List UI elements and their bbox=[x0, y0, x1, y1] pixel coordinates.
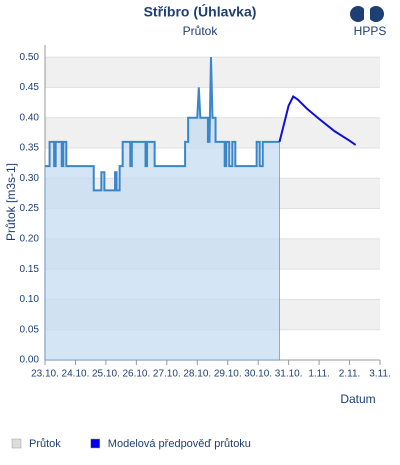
y-tick-label: 0.05 bbox=[20, 324, 40, 335]
logo-text: HPPS bbox=[354, 24, 387, 38]
y-tick-label: 0.30 bbox=[20, 173, 40, 184]
x-tick-label: 28.10. bbox=[183, 369, 211, 380]
line bbox=[45, 57, 280, 192]
y-tick-label: 0.35 bbox=[20, 143, 40, 154]
x-tick-label: 29.10. bbox=[214, 369, 242, 380]
x-tick-label: 27.10. bbox=[153, 369, 181, 380]
x-tick-label: 23.10. bbox=[31, 369, 59, 380]
line bbox=[278, 95, 357, 146]
y-tick-label: 0.20 bbox=[20, 233, 40, 244]
x-tick-label: 26.10. bbox=[122, 369, 150, 380]
area bbox=[44, 57, 280, 361]
y-tick-label: 0.15 bbox=[20, 264, 40, 275]
x-tick-label: 1.11. bbox=[308, 369, 330, 380]
y-tick-label: 0.45 bbox=[20, 82, 40, 93]
y-tick-label: 0.10 bbox=[20, 294, 40, 305]
logo: HPPS bbox=[350, 5, 386, 38]
y-tick-label: 0.00 bbox=[20, 355, 40, 366]
legend-marker bbox=[11, 438, 22, 449]
x-tick-label: 2.11. bbox=[339, 369, 361, 380]
x-tick-label: 3.11. bbox=[369, 369, 391, 380]
x-tick-label: 24.10. bbox=[62, 369, 90, 380]
legend-label: Průtok bbox=[29, 438, 61, 450]
legend-label: Modelová předpověď průtoku bbox=[108, 438, 251, 450]
x-tick-label: 30.10. bbox=[244, 369, 272, 380]
y-tick-label: 0.40 bbox=[20, 112, 40, 123]
x-axis-label: Datum bbox=[340, 392, 375, 406]
y-tick-label: 0.25 bbox=[20, 203, 40, 214]
x-tick-label: 25.10. bbox=[92, 369, 120, 380]
legend-marker bbox=[90, 438, 101, 449]
x-tick-label: 31.10. bbox=[275, 369, 303, 380]
y-tick-label: 0.50 bbox=[20, 52, 40, 63]
chart-subtitle: Průtok bbox=[183, 24, 219, 38]
y-axis-label: Průtok [m3s-1] bbox=[4, 163, 18, 241]
chart-title: Stříbro (Úhlavka) bbox=[144, 3, 257, 20]
